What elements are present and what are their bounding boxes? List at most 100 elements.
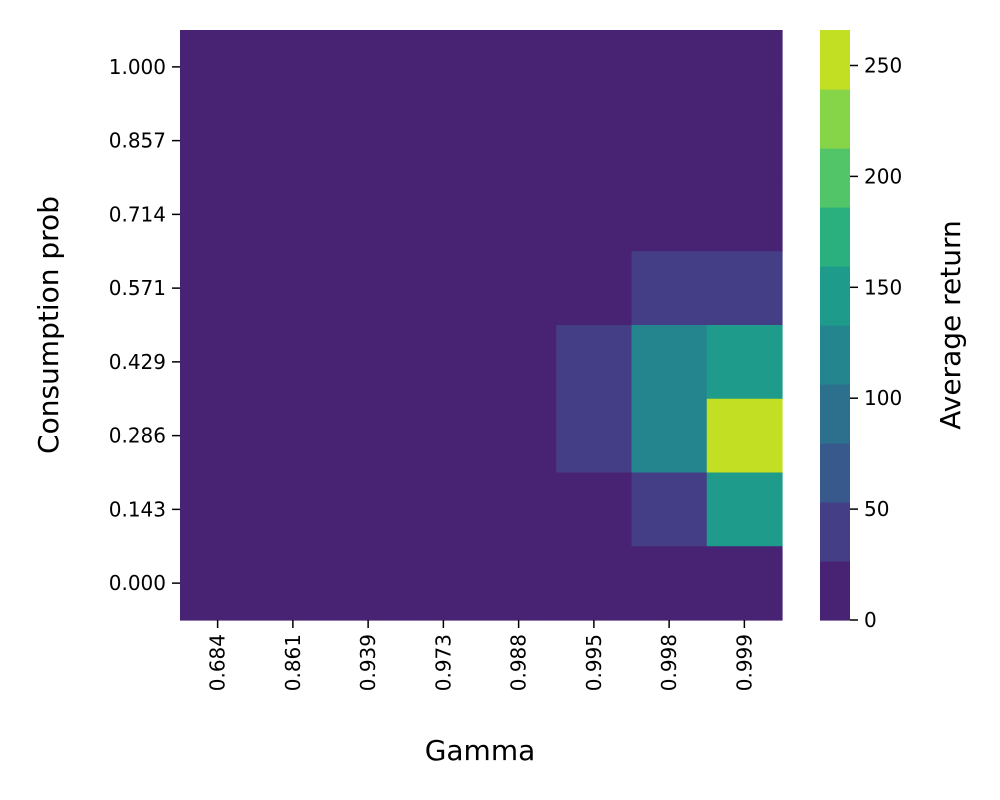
y-tick-label: 0.429 (109, 350, 166, 374)
heatmap-cell (180, 103, 256, 179)
colorbar-segment (820, 443, 850, 503)
heatmap-cell (481, 546, 557, 621)
y-tick-label: 0.571 (109, 276, 166, 300)
heatmap-cell (255, 177, 332, 252)
heatmap-cell (330, 103, 407, 179)
colorbar-segment (820, 384, 850, 444)
colorbar-tick-label: 150 (864, 275, 902, 299)
x-tick-label: 0.995 (582, 634, 606, 691)
heatmap-cell (706, 472, 783, 547)
colorbar-tick-label: 250 (864, 53, 902, 77)
heatmap-cell (706, 30, 783, 105)
y-tick-label: 0.714 (109, 202, 166, 226)
heatmap-cell (631, 546, 708, 621)
heatmap-cell (255, 546, 332, 621)
heatmap-cell (255, 325, 332, 400)
y-tick-label: 0.000 (109, 571, 166, 595)
heatmap-cell (631, 177, 708, 252)
x-tick-label: 0.988 (507, 634, 531, 691)
heatmap-cell (631, 325, 708, 400)
heatmap-cell (255, 30, 332, 105)
heatmap-cell (405, 546, 482, 621)
heatmap-cell (631, 472, 708, 547)
y-tick-label: 0.857 (109, 129, 166, 153)
heatmap-cell (255, 251, 332, 326)
heatmap-cell (556, 325, 633, 400)
y-tick-label: 0.286 (109, 424, 166, 448)
x-tick-label: 0.939 (356, 634, 380, 691)
y-tick-label: 0.143 (109, 497, 166, 521)
heatmap-cell (556, 103, 633, 179)
y-axis-title: Consumption prob (32, 196, 65, 454)
heatmap-cell (706, 546, 783, 621)
heatmap-cell (330, 325, 407, 400)
y-axis-ticks: 1.000 0.857 0.714 0.571 0.429 0.286 0.143 0.000 (109, 55, 180, 595)
heatmap-cells (180, 30, 783, 621)
heatmap-cell (330, 251, 407, 326)
heatmap-cell (180, 398, 256, 474)
x-axis-title: Gamma (425, 734, 536, 767)
heatmap-cell (330, 177, 407, 252)
colorbar-title: Average return (934, 220, 967, 430)
heatmap-cell (631, 30, 708, 105)
x-tick-label: 0.684 (206, 634, 230, 691)
heatmap-cell (405, 472, 482, 547)
x-tick-label: 0.861 (281, 634, 305, 691)
heatmap-cell (706, 251, 783, 326)
heatmap-cell (405, 103, 482, 179)
heatmap-cell (255, 103, 332, 179)
heatmap-cell (481, 398, 557, 474)
heatmap-cell (706, 398, 783, 474)
heatmap-cell (180, 325, 256, 400)
colorbar-segment (820, 266, 850, 326)
heatmap-cell (255, 472, 332, 547)
x-tick-label: 0.998 (657, 634, 681, 691)
heatmap-cell (180, 251, 256, 326)
colorbar-segment (820, 325, 850, 385)
heatmap-cell (405, 177, 482, 252)
heatmap-cell (330, 472, 407, 547)
colorbar-segment (820, 561, 850, 621)
colorbar-tick-label: 0 (864, 608, 877, 632)
colorbar: 0 50 100 150 200 250 (820, 30, 902, 632)
heatmap-cell (556, 472, 633, 547)
heatmap-cell (706, 103, 783, 179)
heatmap-cell (631, 251, 708, 326)
colorbar-segment (820, 148, 850, 208)
heatmap-cell (556, 398, 633, 474)
colorbar-tick-label: 200 (864, 164, 902, 188)
heatmap-cell (405, 325, 482, 400)
heatmap-cell (405, 398, 482, 474)
heatmap-cell (481, 325, 557, 400)
heatmap-cell (556, 546, 633, 621)
heatmap-cell (330, 546, 407, 621)
heatmap-cell (481, 472, 557, 547)
colorbar-tick-label: 50 (864, 497, 889, 521)
colorbar-segment (820, 30, 850, 90)
heatmap-cell (706, 325, 783, 400)
heatmap-cell (556, 177, 633, 252)
heatmap-cell (180, 472, 256, 547)
x-tick-label: 0.973 (431, 634, 455, 691)
y-tick-label: 1.000 (109, 55, 166, 79)
heatmap-cell (180, 30, 256, 105)
heatmap-cell (631, 103, 708, 179)
x-axis-ticks: 0.684 0.861 0.939 0.973 0.988 0.995 0.998 0.999 (206, 620, 756, 691)
colorbar-segment (820, 502, 850, 562)
heatmap-cell (180, 546, 256, 621)
heatmap-cell (631, 398, 708, 474)
heatmap-cell (556, 30, 633, 105)
heatmap-cell (180, 177, 256, 252)
heatmap-cell (481, 177, 557, 252)
colorbar-segment (820, 89, 850, 149)
heatmap-cell (330, 398, 407, 474)
x-tick-label: 0.999 (732, 634, 756, 691)
heatmap-cell (405, 251, 482, 326)
heatmap-cell (556, 251, 633, 326)
heatmap-cell (706, 177, 783, 252)
heatmap-cell (481, 30, 557, 105)
colorbar-segment (820, 207, 850, 267)
heatmap-cell (255, 398, 332, 474)
heatmap-cell (405, 30, 482, 105)
